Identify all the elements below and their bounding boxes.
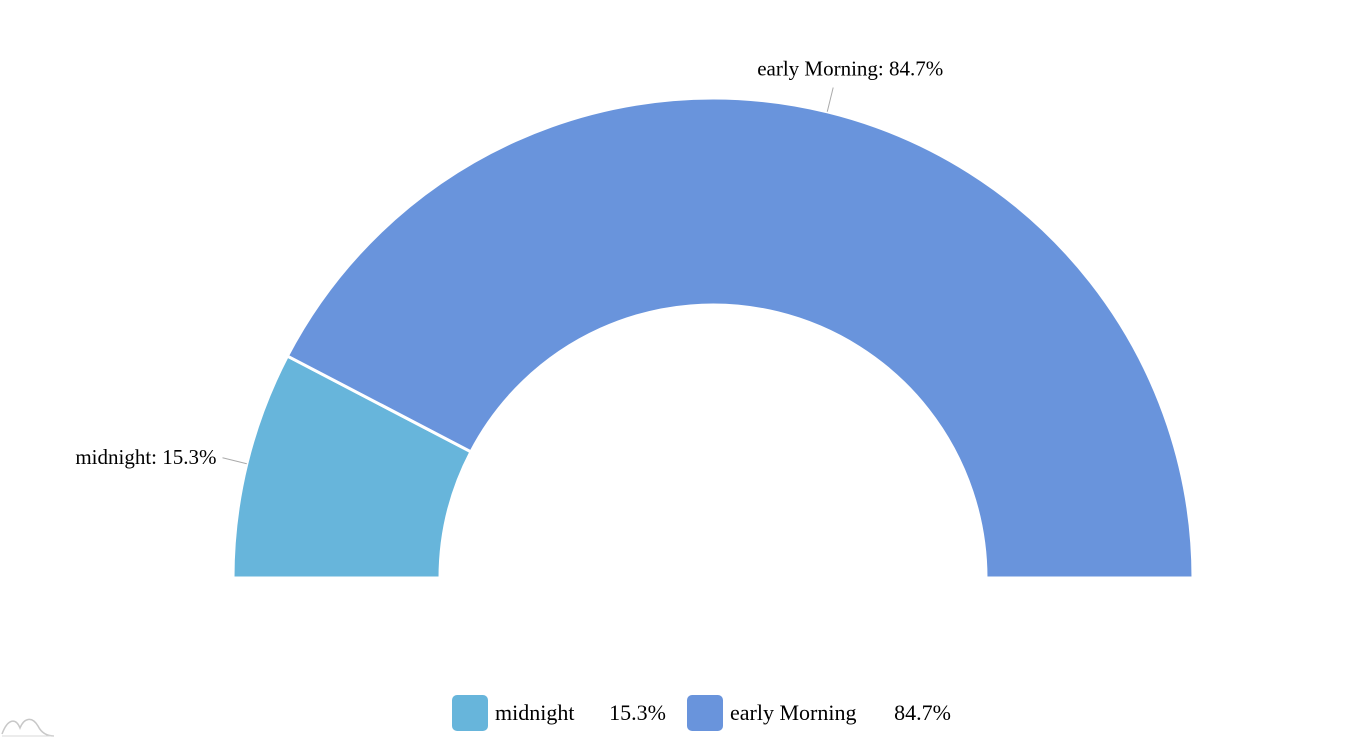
chart-logo-icon: [1, 718, 55, 737]
slice-label: midnight: 15.3%: [75, 445, 216, 469]
legend-swatch: [452, 695, 488, 731]
slice-early-morning[interactable]: [285, 96, 1195, 580]
label-leader-line: [222, 457, 247, 465]
label-leader-line: [826, 87, 834, 112]
legend-label: midnight: [495, 700, 574, 725]
legend-value: 84.7%: [894, 700, 951, 725]
legend-value: 15.3%: [609, 700, 666, 725]
legend-label: early Morning: [730, 700, 856, 725]
slice-label: early Morning: 84.7%: [757, 57, 943, 81]
legend-item-early-morning[interactable]: early Morning 84.7%: [687, 695, 951, 731]
slices-group: [231, 96, 1195, 580]
legend-item-midnight[interactable]: midnight 15.3%: [452, 695, 666, 731]
legend: midnight 15.3% early Morning 84.7%: [452, 695, 951, 731]
legend-swatch: [687, 695, 723, 731]
slice-labels-group: midnight: 15.3% early Morning: 84.7%: [75, 57, 943, 469]
